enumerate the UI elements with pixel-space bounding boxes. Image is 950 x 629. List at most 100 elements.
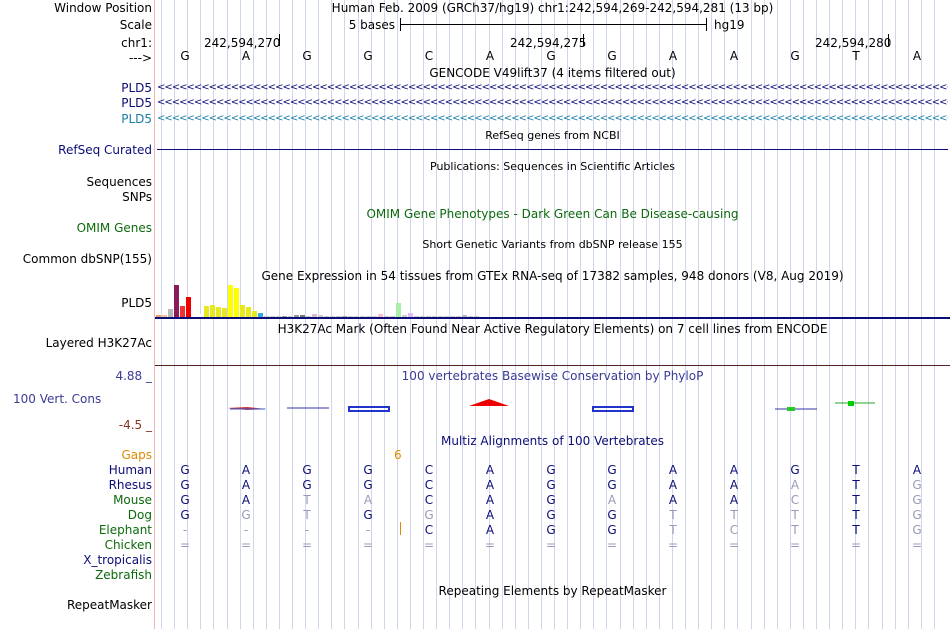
scale-label: Scale (119, 18, 152, 32)
gtex-tissue-bar[interactable] (162, 315, 167, 317)
dbsnp-title[interactable]: Short Genetic Variants from dbSNP releas… (422, 238, 683, 251)
refseq-title[interactable]: RefSeq genes from NCBI (485, 129, 620, 142)
h3k27ac-title[interactable]: H3K27Ac Mark (Often Found Near Active Re… (277, 322, 828, 336)
gtex-tissue-bar[interactable] (420, 316, 425, 317)
gtex-tissue-bar[interactable] (336, 316, 341, 317)
refseq-label[interactable]: RefSeq Curated (58, 143, 152, 157)
gtex-tissue-bar[interactable] (270, 316, 275, 317)
alignment-base: A (485, 463, 495, 477)
gtex-tissue-bar[interactable] (354, 316, 359, 317)
omim-label[interactable]: OMIM Genes (76, 221, 152, 235)
gtex-label[interactable]: PLD5 (121, 296, 152, 310)
gtex-tissue-bar[interactable] (180, 306, 185, 317)
gtex-tissue-bar[interactable] (330, 316, 335, 317)
repeatmasker-label[interactable]: RepeatMasker (66, 598, 152, 612)
gtex-tissue-bar[interactable] (210, 305, 215, 317)
species-label[interactable]: Zebrafish (95, 568, 152, 582)
alignment-base: G (546, 478, 556, 492)
grid-line (318, 0, 319, 629)
gtex-tissue-bar[interactable] (366, 316, 371, 317)
species-label[interactable]: Human (108, 463, 152, 477)
gtex-tissue-bar[interactable] (282, 316, 287, 317)
publications-title[interactable]: Publications: Sequences in Scientific Ar… (430, 160, 675, 173)
species-label[interactable]: Rhesus (108, 478, 152, 492)
species-label[interactable]: Mouse (113, 493, 152, 507)
gencode-transcript-arrows[interactable]: <<<<<<<<<<<<<<<<<<<<<<<<<<<<<<<<<<<<<<<<… (157, 113, 948, 124)
gtex-tissue-bar[interactable] (444, 316, 449, 317)
gtex-tissue-bar[interactable] (474, 316, 479, 317)
gtex-tissue-bar[interactable] (438, 316, 443, 317)
gtex-tissue-bar[interactable] (408, 313, 413, 317)
gtex-tissue-bar[interactable] (378, 314, 383, 317)
gtex-tissue-bar[interactable] (462, 315, 467, 317)
alignment-base: G (180, 493, 190, 507)
gtex-tissue-bar[interactable] (174, 285, 179, 317)
species-label[interactable]: Dog (127, 508, 152, 522)
dbsnp-label[interactable]: Common dbSNP(155) (22, 252, 152, 266)
gencode-transcript-arrows[interactable]: <<<<<<<<<<<<<<<<<<<<<<<<<<<<<<<<<<<<<<<<… (157, 97, 948, 108)
gtex-tissue-bar[interactable] (168, 309, 173, 317)
gtex-tissue-bar[interactable] (384, 316, 389, 317)
gencode-row-label[interactable]: PLD5 (121, 112, 152, 126)
gtex-tissue-bar[interactable] (456, 316, 461, 317)
gtex-tissue-bar[interactable] (426, 316, 431, 317)
gencode-transcript-arrows[interactable]: <<<<<<<<<<<<<<<<<<<<<<<<<<<<<<<<<<<<<<<<… (157, 82, 948, 93)
phylop-plot[interactable] (155, 395, 950, 415)
gtex-tissue-bar[interactable] (186, 297, 191, 317)
gtex-tissue-bar[interactable] (276, 316, 281, 317)
gtex-tissue-bar[interactable] (258, 313, 263, 317)
gtex-tissue-bar[interactable] (414, 316, 419, 317)
species-label[interactable]: Chicken (104, 538, 152, 552)
gtex-tissue-bar[interactable] (468, 316, 473, 317)
gencode-title[interactable]: GENCODE V49lift37 (4 items filtered out) (429, 66, 676, 80)
gencode-row-label[interactable]: PLD5 (121, 96, 152, 110)
gencode-row-label[interactable]: PLD5 (121, 81, 152, 95)
multiz-title[interactable]: Multiz Alignments of 100 Vertebrates (440, 434, 665, 448)
gtex-tissue-bar[interactable] (252, 311, 257, 317)
repeatmasker-title[interactable]: Repeating Elements by RepeatMasker (438, 584, 667, 598)
gtex-tissue-bar[interactable] (432, 316, 437, 317)
phylop-title[interactable]: 100 vertebrates Basewise Conservation by… (401, 369, 704, 383)
gtex-tissue-bar[interactable] (342, 316, 347, 317)
gtex-tissue-bar[interactable] (198, 314, 203, 317)
gtex-tissue-bar[interactable] (216, 307, 221, 317)
h3k27ac-label[interactable]: Layered H3K27Ac (45, 336, 152, 350)
species-label[interactable]: X_tropicalis (83, 553, 152, 567)
gtex-tissue-bar[interactable] (204, 306, 209, 317)
gtex-tissue-bar[interactable] (348, 316, 353, 317)
gtex-tissue-bar[interactable] (372, 316, 377, 317)
gtex-tissue-bar[interactable] (306, 316, 311, 317)
alignment-base: A (729, 493, 739, 507)
omim-title[interactable]: OMIM Gene Phenotypes - Dark Green Can Be… (366, 207, 739, 221)
gtex-tissue-bar[interactable] (264, 316, 269, 317)
gtex-title[interactable]: Gene Expression in 54 tissues from GTEx … (261, 269, 844, 283)
publications-snps-label[interactable]: SNPs (122, 190, 152, 204)
phylop-label[interactable]: 100 Vert. Cons (13, 392, 102, 406)
gtex-tissue-bar[interactable] (300, 315, 305, 317)
refseq-gene-line[interactable] (157, 149, 948, 150)
gtex-tissue-bar[interactable] (294, 315, 299, 317)
alignment-base: A (607, 493, 617, 507)
gtex-tissue-bar[interactable] (312, 314, 317, 317)
gtex-tissue-bar[interactable] (396, 303, 401, 317)
gtex-tissue-bar[interactable] (228, 285, 233, 317)
alignment-base: - (304, 523, 310, 537)
gtex-tissue-bar[interactable] (240, 305, 245, 317)
gtex-tissue-bar[interactable] (318, 315, 323, 317)
gtex-tissue-bar[interactable] (360, 316, 365, 317)
gtex-tissue-bar[interactable] (222, 308, 227, 317)
window-position-value[interactable]: Human Feb. 2009 (GRCh37/hg19) chr1:242,5… (331, 1, 774, 15)
species-label[interactable]: Elephant (98, 523, 152, 537)
gtex-tissue-bar[interactable] (450, 316, 455, 317)
alignment-base: T (852, 508, 860, 522)
gtex-tissue-bar[interactable] (402, 315, 407, 317)
alignment-base: G (912, 478, 922, 492)
gtex-tissue-bar[interactable] (234, 288, 239, 317)
gtex-tissue-bar[interactable] (246, 307, 251, 317)
gtex-tissue-bar[interactable] (390, 316, 395, 317)
gtex-tissue-bar[interactable] (324, 316, 329, 317)
gtex-tissue-bar[interactable] (192, 314, 197, 317)
gtex-tissue-bar[interactable] (156, 315, 161, 317)
gtex-tissue-bar[interactable] (288, 316, 293, 317)
publications-sequences-label[interactable]: Sequences (86, 175, 152, 189)
